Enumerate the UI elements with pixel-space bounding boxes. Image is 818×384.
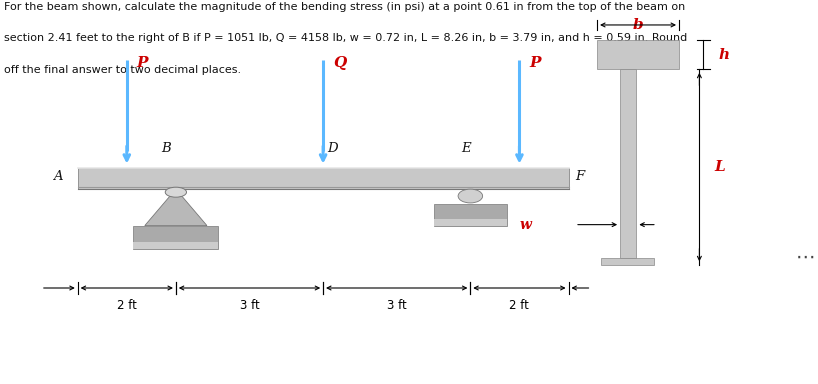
Text: ⋯: ⋯ — [796, 248, 816, 267]
Text: P: P — [137, 56, 148, 70]
Text: w: w — [519, 218, 532, 232]
Text: off the final answer to two decimal places.: off the final answer to two decimal plac… — [4, 65, 241, 75]
Bar — [434, 218, 507, 225]
Bar — [597, 40, 679, 69]
Text: h: h — [718, 48, 730, 62]
Bar — [133, 242, 218, 249]
Text: 3 ft: 3 ft — [387, 299, 407, 312]
Text: 3 ft: 3 ft — [240, 299, 259, 312]
Text: 2 ft: 2 ft — [510, 299, 529, 312]
Text: For the beam shown, calculate the magnitude of the bending stress (in psi) at a : For the beam shown, calculate the magnit… — [4, 2, 685, 12]
Text: b: b — [633, 18, 643, 31]
Ellipse shape — [458, 189, 483, 203]
Text: D: D — [327, 142, 338, 155]
Bar — [78, 168, 569, 189]
Text: Q: Q — [333, 56, 346, 70]
Text: E: E — [461, 142, 471, 155]
Text: P: P — [529, 56, 541, 70]
Circle shape — [165, 187, 187, 197]
Polygon shape — [145, 189, 207, 225]
Text: B: B — [161, 142, 171, 155]
Text: 2 ft: 2 ft — [117, 299, 137, 312]
Text: A: A — [53, 170, 63, 183]
Bar — [601, 258, 654, 265]
Bar — [434, 204, 507, 225]
Text: L: L — [714, 160, 725, 174]
Text: section 2.41 feet to the right of B if P = 1051 lb, Q = 4158 lb, w = 0.72 in, L : section 2.41 feet to the right of B if P… — [4, 33, 687, 43]
Text: F: F — [575, 170, 584, 183]
Bar — [620, 69, 636, 258]
Bar — [133, 226, 218, 249]
